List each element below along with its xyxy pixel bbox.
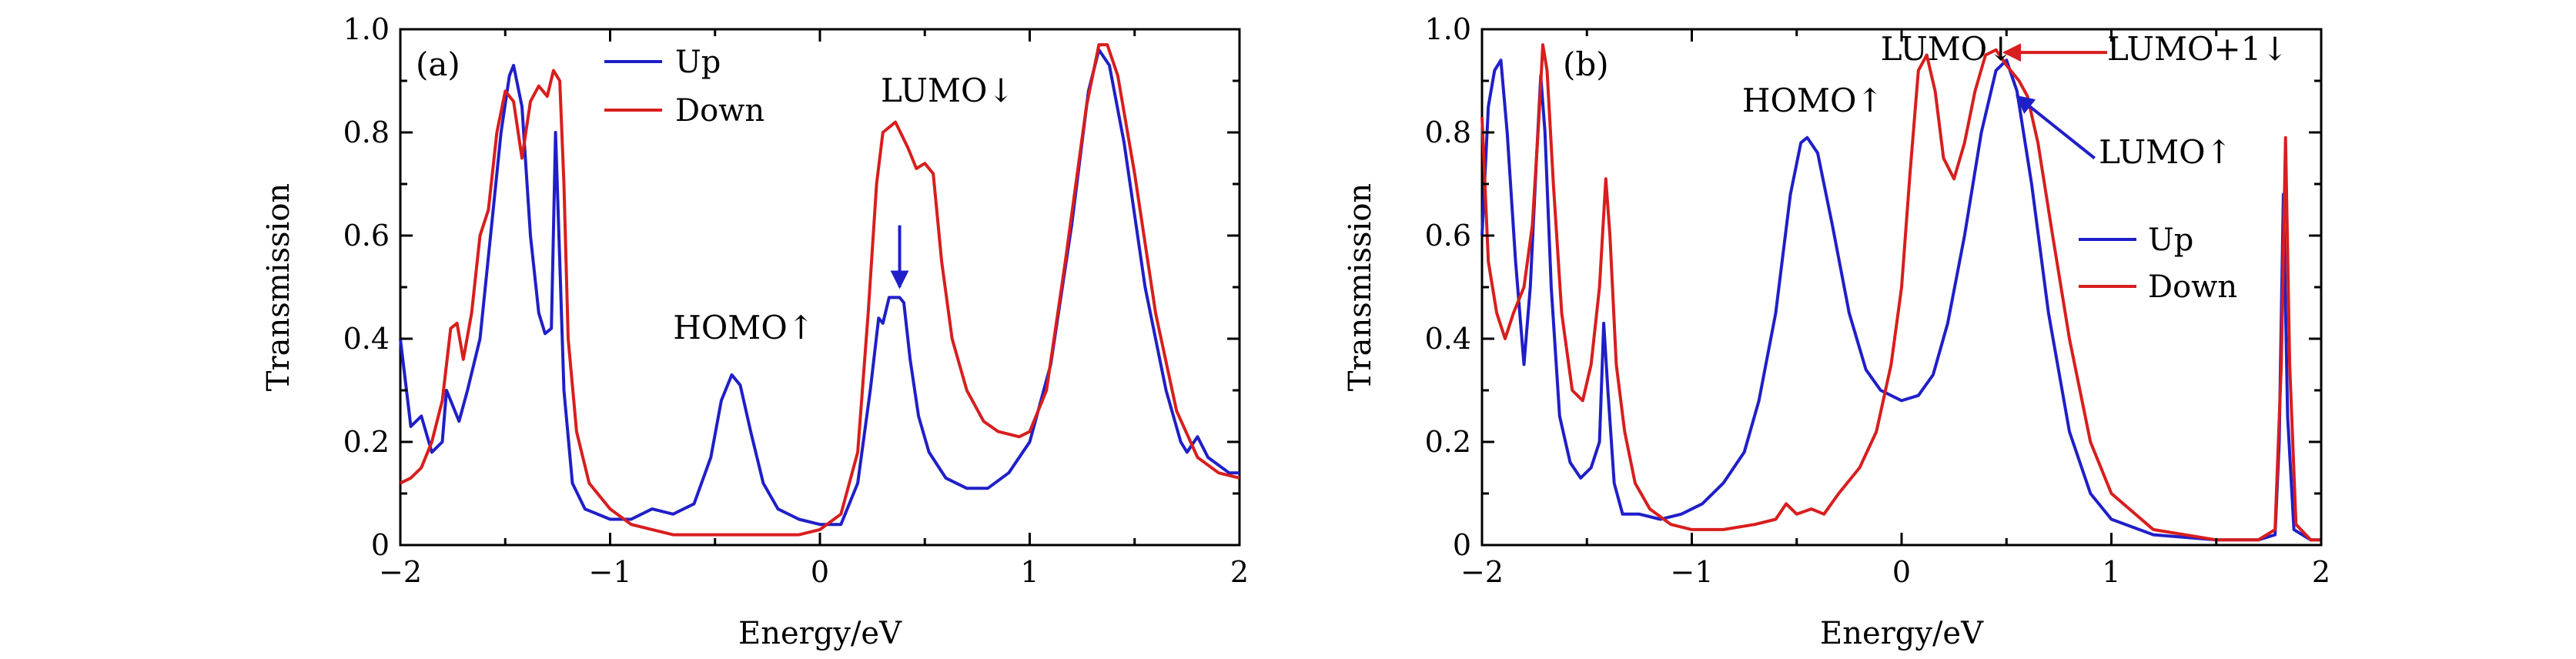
panel-label-a: (a) [416,45,460,83]
series-line-down-a [400,43,1240,537]
legend-b: Up Down [2079,222,2237,305]
annotation-arrow-b [2015,95,2096,160]
x-tick-label-a: −1 [588,555,631,589]
legend-a: Up Down [604,45,764,129]
legend-label-up-b: Up [2148,222,2193,258]
x-tick-label-a: −2 [379,555,422,589]
x-axis-title-a: Energy/eV [738,616,902,651]
x-tick-label-b: −2 [1460,555,1504,589]
y-tick-label-a: 0.2 [343,425,390,459]
annotation-label-a: HOMO↑ [673,309,815,346]
annotation-label-b: HOMO↑ [1742,82,1884,119]
x-tick-label-a: 1 [1020,555,1039,589]
x-tick-label-a: 0 [811,555,829,589]
y-tick-label-b: 1.0 [1425,12,1471,46]
annotation-label-b: LUMO↓ [1881,30,2015,68]
legend-label-down-a: Down [675,93,764,129]
legend-label-up-a: Up [675,45,721,80]
x-axis-title-b: Energy/eV [1820,616,1984,651]
ticks-group-a: −2 −1 0 1 2 0 0.2 0.4 0.6 0.8 1.0 [343,12,1250,589]
x-tick-label-b: 0 [1892,555,1911,589]
annotations-group-b: HOMO↑ LUMO↓ LUMO+1↓ LUMO↑ [1742,30,2289,171]
x-tick-label-b: 1 [2102,555,2120,589]
panel-b: −2 −1 0 1 2 0 0.2 0.4 0.6 0.8 1.0 HOMO↑ LUMO↓ LUMO+1… [1343,12,2330,651]
x-tick-label-a: 2 [1230,555,1249,589]
y-tick-label-b: 0.6 [1425,219,1471,253]
series-group-a [399,43,1240,537]
ticks-group-b: −2 −1 0 1 2 0 0.2 0.4 0.6 0.8 1.0 [1425,12,2331,589]
y-tick-label-b: 0.4 [1425,322,1471,356]
y-axis-title-a: Transmission [261,183,296,391]
y-tick-label-b: 0.8 [1425,115,1471,149]
series-group-b [1480,43,2321,542]
plot-frame-a [399,28,1241,547]
annotation-label-a: LUMO↓ [881,72,1015,109]
y-tick-label-b: 0 [1453,528,1471,562]
annotations-group-a: HOMO↑ LUMO↓ [673,72,1014,346]
y-tick-label-a: 0.4 [343,322,390,356]
series-line-up-b [1480,59,2321,542]
y-axis-title-b: Transmission [1343,183,1378,391]
legend-label-down-b: Down [2148,269,2237,305]
series-line-down-b [1480,43,2321,542]
annotation-label-b: LUMO+1↓ [2107,30,2289,68]
annotation-label-b: LUMO↑ [2099,133,2233,171]
y-tick-label-a: 0 [371,528,390,562]
panel-label-b: (b) [1563,45,1609,83]
panel-a: −2 −1 0 1 2 0 0.2 0.4 0.6 0.8 1.0 HOMO↑ LUMO↓ (a) E… [261,12,1249,651]
x-tick-label-b: −1 [1670,555,1713,589]
y-tick-label-a: 0.6 [343,219,390,253]
y-tick-label-b: 0.2 [1425,425,1471,459]
x-tick-label-b: 2 [2312,555,2330,589]
y-tick-label-a: 1.0 [343,12,390,46]
y-tick-label-a: 0.8 [343,115,390,149]
